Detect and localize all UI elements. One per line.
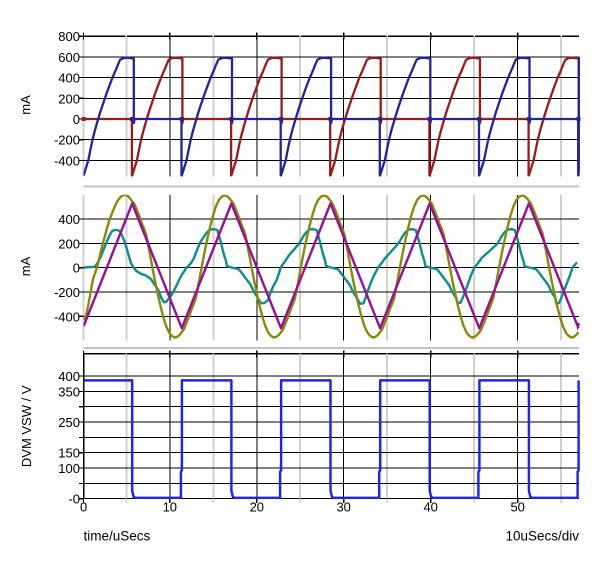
svg-text:20: 20 xyxy=(250,500,264,515)
svg-text:400: 400 xyxy=(58,369,80,384)
svg-text:-400: -400 xyxy=(54,309,80,324)
svg-text:0: 0 xyxy=(80,500,87,515)
svg-text:400: 400 xyxy=(58,212,80,227)
svg-text:600: 600 xyxy=(58,50,80,65)
svg-text:150: 150 xyxy=(58,446,80,461)
svg-text:350: 350 xyxy=(58,384,80,399)
svg-text:-0: -0 xyxy=(68,492,80,507)
svg-text:DVM VSW / V: DVM VSW / V xyxy=(19,385,34,467)
svg-text:50: 50 xyxy=(510,500,524,515)
svg-text:400: 400 xyxy=(58,71,80,86)
svg-text:800: 800 xyxy=(58,29,80,44)
svg-text:10uSecs/div: 10uSecs/div xyxy=(505,529,579,544)
svg-text:250: 250 xyxy=(58,415,80,430)
svg-text:0: 0 xyxy=(73,112,80,127)
svg-text:-200: -200 xyxy=(54,133,80,148)
svg-text:mA: mA xyxy=(18,95,33,115)
svg-text:100: 100 xyxy=(58,461,80,476)
svg-text:0: 0 xyxy=(73,261,80,276)
svg-text:-200: -200 xyxy=(54,285,80,300)
svg-text:40: 40 xyxy=(423,500,437,515)
svg-text:time/uSecs: time/uSecs xyxy=(84,529,151,544)
svg-text:200: 200 xyxy=(58,236,80,251)
svg-text:-400: -400 xyxy=(54,153,80,168)
svg-text:mA: mA xyxy=(18,256,33,276)
svg-text:200: 200 xyxy=(58,91,80,106)
svg-text:30: 30 xyxy=(336,500,350,515)
svg-text:10: 10 xyxy=(163,500,177,515)
